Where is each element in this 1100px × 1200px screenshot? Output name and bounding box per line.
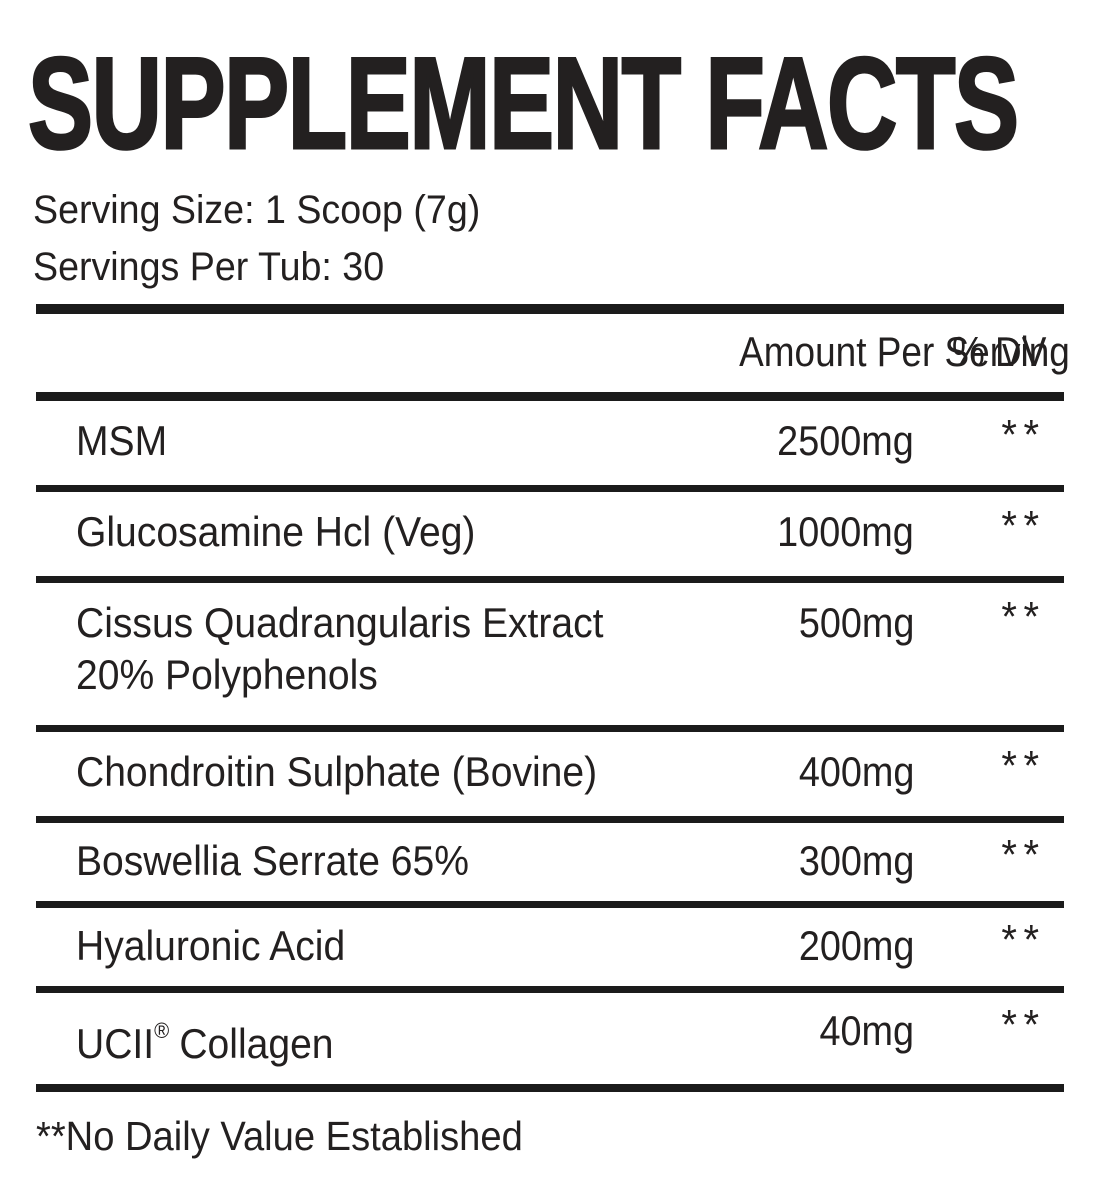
ingredient-row-hyaluronic: Hyaluronic Acid 200mg **	[36, 908, 1064, 993]
ingredient-name: MSM	[76, 417, 168, 464]
ingredient-amount: 2500mg	[777, 417, 914, 464]
ingredient-amount-cell: 40mg	[694, 1005, 914, 1057]
ingredient-amount: 500mg	[798, 599, 914, 646]
ingredient-name: Chondroitin Sulphate (Bovine)	[76, 748, 598, 795]
servings-per-tub-text: Servings Per Tub: 30	[33, 245, 385, 289]
ingredient-name: Cissus Quadrangularis Extract	[76, 599, 604, 646]
ingredient-name-cell: Glucosamine Hcl (Veg)	[36, 506, 694, 558]
servings-per-tub-line: Servings Per Tub: 30	[33, 239, 1100, 296]
ingredient-name: Boswellia Serrate 65%	[76, 837, 469, 884]
ingredient-name: Glucosamine Hcl (Veg)	[76, 508, 476, 555]
serving-size-line: Serving Size: 1 Scoop (7g)	[33, 182, 1100, 239]
ingredient-row-ucii-collagen: UCII® Collagen 40mg **	[36, 993, 1064, 1092]
ingredient-amount: 40mg	[819, 1007, 914, 1054]
ingredient-name-wrap: Cissus Quadrangularis Extract 20% Polyph…	[76, 597, 604, 701]
ingredient-name: Hyaluronic Acid	[76, 922, 346, 969]
ingredient-name-suffix: Collagen	[179, 1020, 334, 1067]
no-daily-value-footnote: **No Daily Value Established	[36, 1110, 1100, 1162]
ingredient-row-boswellia: Boswellia Serrate 65% 300mg **	[36, 823, 1064, 908]
no-dv-asterisks: **	[1001, 1001, 1046, 1048]
ingredient-name-cell: MSM	[36, 415, 694, 467]
no-dv-asterisks: **	[1001, 831, 1046, 878]
ingredient-dv-cell: **	[914, 500, 1064, 552]
ingredient-name-cell: UCII® Collagen	[36, 1005, 694, 1070]
no-dv-asterisks: **	[1001, 593, 1046, 640]
no-dv-asterisks: **	[1001, 411, 1046, 458]
registered-trademark-symbol: ®	[154, 1018, 170, 1043]
ingredient-name: UCII	[76, 1020, 155, 1067]
no-dv-asterisks: **	[1001, 916, 1046, 963]
ingredient-dv-cell: **	[914, 740, 1064, 792]
ingredient-dv-cell: **	[914, 591, 1064, 643]
serving-size-text: Serving Size: 1 Scoop (7g)	[33, 188, 481, 232]
panel-title-text: SUPPLEMENT FACTS	[27, 30, 1020, 176]
ingredient-amount-cell: 300mg	[694, 835, 914, 887]
ingredient-row-chondroitin: Chondroitin Sulphate (Bovine) 400mg **	[36, 732, 1064, 823]
ingredient-name-cell: Hyaluronic Acid	[36, 920, 694, 972]
ingredient-amount-cell: 500mg	[694, 597, 914, 649]
ingredient-dv-cell: **	[914, 999, 1064, 1051]
serving-info: Serving Size: 1 Scoop (7g) Servings Per …	[33, 182, 1100, 296]
facts-table: Amount Per Serving % DV MSM 2500mg ** Gl…	[36, 304, 1070, 1092]
panel-title: SUPPLEMENT FACTS	[27, 30, 1100, 176]
ingredient-dv-cell: **	[914, 409, 1064, 461]
amount-header-cell: Amount Per Serving	[694, 326, 1070, 378]
ingredient-dv-cell: **	[914, 829, 1064, 881]
ingredient-name-cell: Cissus Quadrangularis Extract 20% Polyph…	[36, 597, 694, 701]
table-header-row: Amount Per Serving % DV	[36, 314, 1070, 401]
ingredient-amount: 200mg	[798, 922, 914, 969]
ingredient-amount-cell: 2500mg	[694, 415, 914, 467]
ingredient-amount: 400mg	[798, 748, 914, 795]
ingredient-row-glucosamine: Glucosamine Hcl (Veg) 1000mg **	[36, 492, 1064, 583]
ingredient-amount: 1000mg	[777, 508, 914, 555]
ingredient-amount: 300mg	[798, 837, 914, 884]
ingredient-amount-cell: 200mg	[694, 920, 914, 972]
ingredient-dv-cell: **	[914, 914, 1064, 966]
ingredient-name-cell: Chondroitin Sulphate (Bovine)	[36, 746, 694, 798]
ingredient-row-msm: MSM 2500mg **	[36, 401, 1064, 492]
no-dv-asterisks: **	[1001, 742, 1046, 789]
amount-header: Amount Per Serving	[739, 328, 1070, 375]
ingredient-amount-cell: 1000mg	[694, 506, 914, 558]
ingredient-name-wrap: UCII® Collagen	[76, 1005, 334, 1070]
dv-header: % DV	[951, 328, 1046, 375]
ingredient-name-cell: Boswellia Serrate 65%	[36, 835, 694, 887]
ingredient-name-line2: 20% Polyphenols	[76, 651, 378, 698]
no-dv-asterisks: **	[1001, 502, 1046, 549]
ingredient-row-cissus: Cissus Quadrangularis Extract 20% Polyph…	[36, 583, 1064, 732]
ingredient-amount-cell: 400mg	[694, 746, 914, 798]
footnote-text: **No Daily Value Established	[36, 1113, 523, 1159]
dv-header-cell: % DV	[914, 326, 1064, 378]
